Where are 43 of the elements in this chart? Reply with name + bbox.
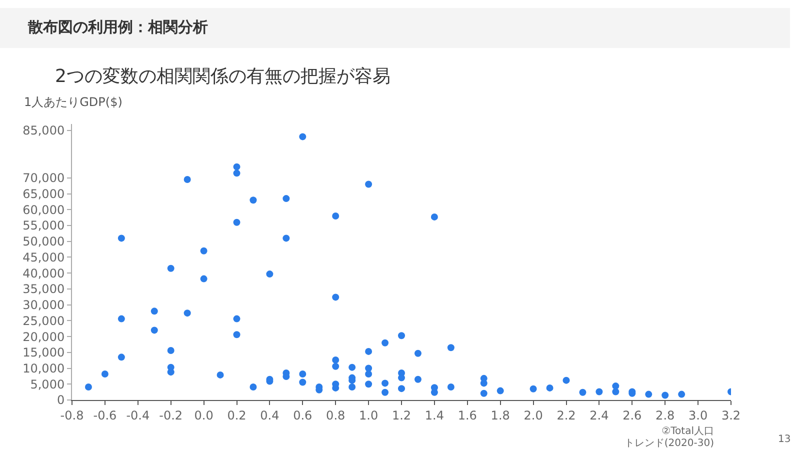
x-tick-label: -0.2 bbox=[159, 408, 183, 422]
y-tick-label: 30,000 bbox=[22, 298, 65, 312]
x-tick-label: 2.0 bbox=[524, 408, 543, 422]
x-tick-label: -0.6 bbox=[93, 408, 117, 422]
y-tick-label: 65,000 bbox=[22, 186, 65, 201]
x-tick-label: 3.0 bbox=[688, 408, 708, 422]
x-tick-label: 3.2 bbox=[721, 408, 741, 422]
y-axis-title: 1人あたりGDP($) bbox=[24, 94, 122, 111]
y-tick-label: 40,000 bbox=[22, 266, 65, 280]
y-tick-label: 50,000 bbox=[22, 234, 65, 249]
y-tick-label: 85,000 bbox=[22, 124, 65, 138]
y-tick-label: 5,000 bbox=[30, 377, 65, 392]
x-tick-label: 0.8 bbox=[326, 408, 346, 422]
x-tick-label: 1.8 bbox=[490, 408, 510, 422]
x-tick-label: 0.2 bbox=[227, 408, 246, 422]
y-tick-label: 35,000 bbox=[22, 282, 65, 296]
y-tick-label: 55,000 bbox=[22, 218, 65, 233]
x-tick-label: 1.4 bbox=[424, 408, 444, 422]
x-tick-label: -0.8 bbox=[60, 408, 84, 422]
chart-title: 散布図の利用例：相関分析 bbox=[28, 18, 208, 37]
y-tick-label: 0 bbox=[56, 393, 65, 408]
x-tick-label: 1.0 bbox=[359, 408, 378, 422]
y-tick-label: 10,000 bbox=[22, 361, 65, 376]
x-tick-label: 1.2 bbox=[392, 408, 412, 422]
x-tick-label: 2.8 bbox=[656, 408, 675, 422]
chart-subtitle: 2つの変数の相関関係の有無の把握が容易 bbox=[55, 65, 390, 88]
y-tick-label: 15,000 bbox=[22, 346, 65, 360]
y-tick-label: 25,000 bbox=[22, 314, 65, 328]
text: トレンド(2020-30) bbox=[624, 438, 714, 449]
x-tick-label: 0.6 bbox=[293, 408, 312, 422]
x-tick-label: 0.4 bbox=[260, 408, 280, 422]
text: ②Total人口 bbox=[662, 426, 714, 437]
x-tick-label: 2.4 bbox=[590, 408, 609, 422]
x-tick-label: 0.0 bbox=[194, 408, 214, 422]
y-tick-label: 70,000 bbox=[22, 171, 65, 186]
y-tick-label: 45,000 bbox=[22, 250, 65, 264]
y-tick-label: 60,000 bbox=[22, 202, 65, 217]
text: 13 bbox=[778, 434, 791, 445]
x-tick-label: 1.6 bbox=[458, 408, 477, 422]
y-tick-label: 20,000 bbox=[22, 330, 65, 344]
x-tick-label: 2.6 bbox=[622, 408, 642, 422]
x-tick-label: -0.4 bbox=[126, 408, 150, 422]
x-tick-label: 2.2 bbox=[556, 408, 576, 422]
